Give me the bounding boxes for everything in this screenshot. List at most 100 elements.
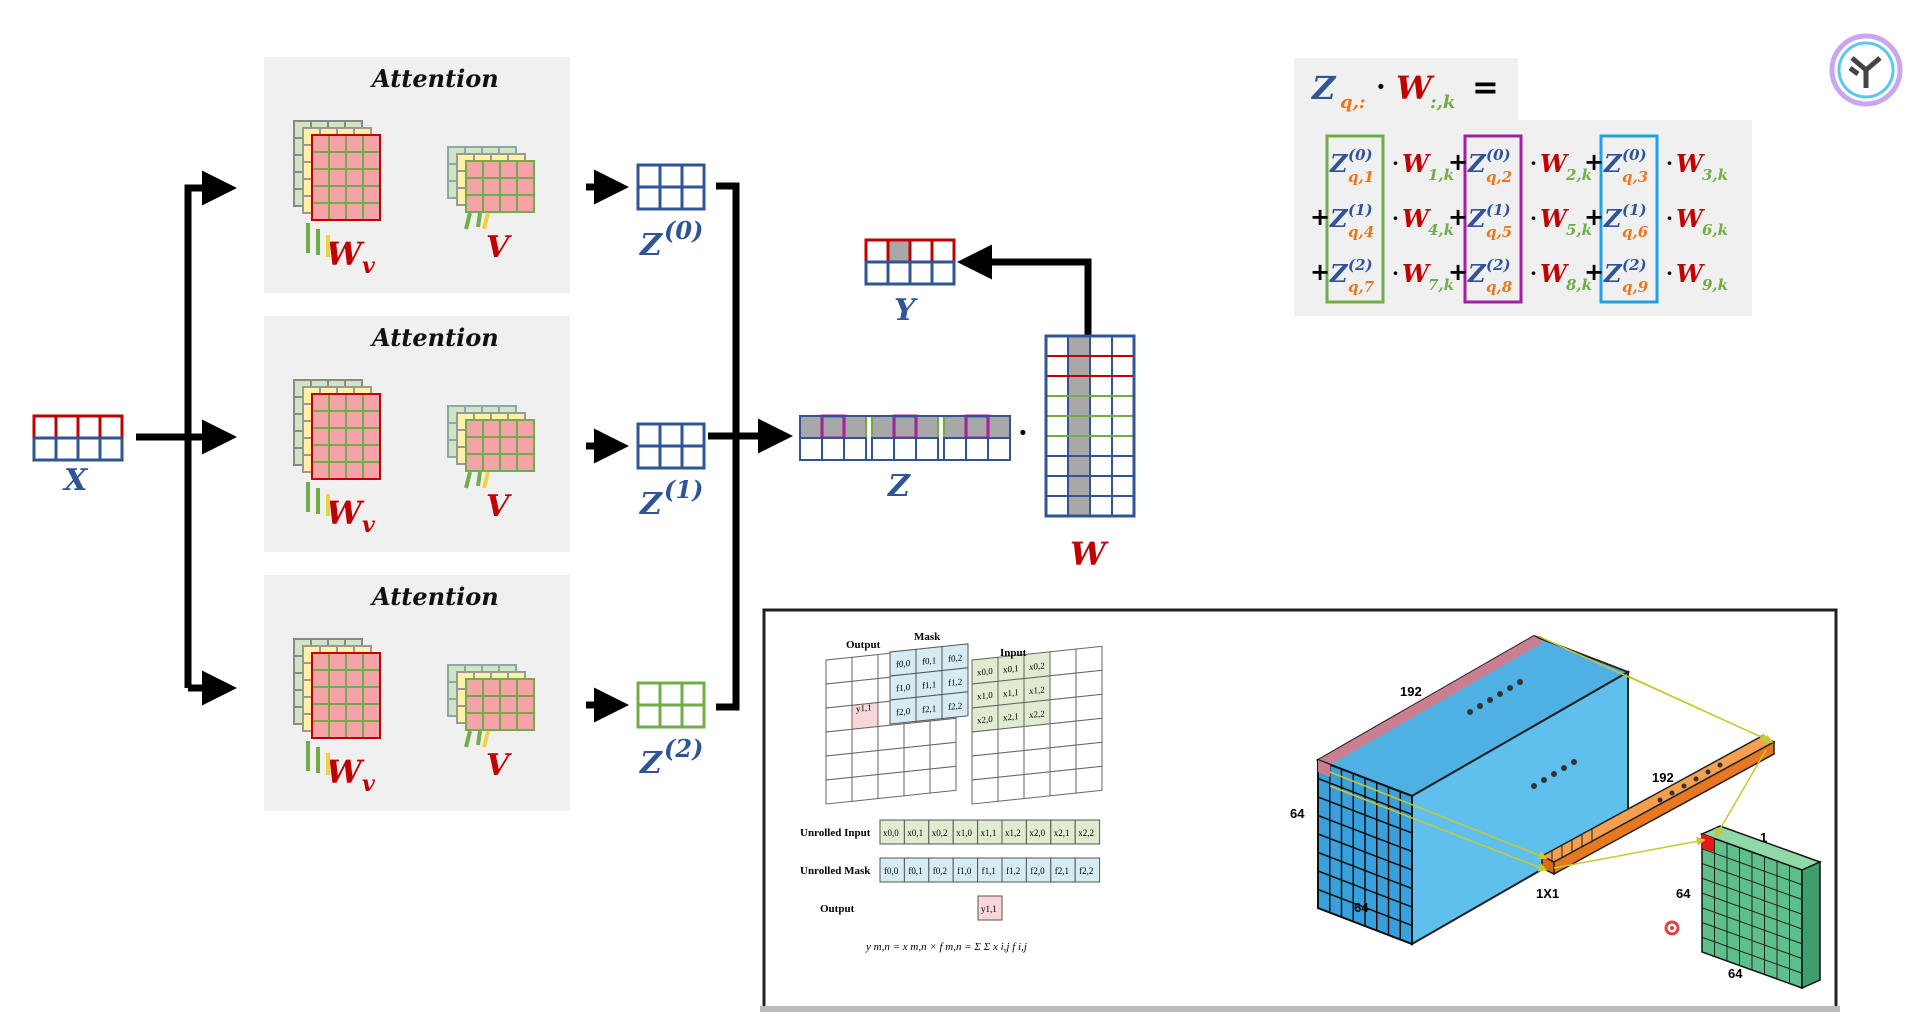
- output-grid-cell: [851, 677, 879, 706]
- block-front-grid: [1317, 758, 1413, 946]
- z-bottom-row-frame: [799, 437, 867, 461]
- output-grid-cell: [825, 728, 853, 757]
- w-cell: [1045, 455, 1069, 477]
- unrolled-input-cell: [879, 819, 905, 845]
- formula-z-sup: (0): [1622, 146, 1647, 164]
- formula-z-sup: (1): [1486, 201, 1511, 219]
- v-layer-pink: [465, 678, 535, 731]
- w-cell: [1111, 355, 1135, 377]
- formula-body-bg: [1294, 120, 1752, 316]
- logo-icon: [1829, 33, 1903, 107]
- w-cell: [1111, 395, 1135, 417]
- input-grid-cell-label: x0,1: [1003, 663, 1019, 675]
- y-bottom-cell: [930, 260, 956, 286]
- input-grid-cell-label: x0,2: [1029, 660, 1045, 672]
- unrolled-input-cell-label: x0,1: [907, 828, 923, 838]
- conv-mask-grid: f0,0 f0,1 f0,2 f1,0 f1,1 f1,2 f2,0 f2,1 f2,2: [889, 643, 969, 725]
- formula-z: Z: [1467, 204, 1487, 233]
- front-grid-hline: [1317, 870, 1413, 908]
- unrolled-mask-cell: [1001, 857, 1027, 883]
- input-grid-cell: [1049, 672, 1077, 701]
- mask-cell: [941, 691, 969, 720]
- inset-shadow: [760, 1006, 1840, 1012]
- mask-cell-label: f1,0: [896, 682, 911, 694]
- unrolled-input-label: Unrolled Input: [800, 827, 871, 839]
- w-cell: [1045, 475, 1069, 497]
- weight-w-label: W: [1070, 535, 1109, 573]
- y-top-cell: [886, 238, 912, 264]
- wv-outline: [311, 393, 381, 480]
- output-grid-cell: [825, 680, 853, 709]
- unrolled-mask-cell-label: f0,0: [884, 866, 899, 876]
- wv-label: W: [326, 235, 365, 273]
- input-grid-cell: [1075, 669, 1103, 698]
- formula-z-sub: q,6: [1622, 223, 1649, 241]
- unrolled-mask-cell-label: f2,0: [1030, 866, 1045, 876]
- formula-z: Z: [1603, 259, 1623, 288]
- input-grid-cell: [971, 752, 999, 781]
- formula-mult: ·: [1666, 151, 1673, 175]
- mask-cell-label: f0,0: [896, 658, 911, 670]
- output-grid-cell: [929, 741, 957, 770]
- output-grid-cell: [903, 768, 931, 797]
- y-top-cell: [908, 238, 934, 264]
- unrolled-input-cell-label: x1,0: [956, 828, 972, 838]
- output-grid-cell: [851, 653, 879, 682]
- block-side-dot: [1561, 765, 1567, 771]
- formula-mult: ·: [1530, 206, 1537, 230]
- formula-w: W: [1540, 149, 1569, 178]
- unrolled-input-cell-label: x0,2: [932, 828, 948, 838]
- unrolled-mask-cell-label: f0,1: [908, 866, 922, 876]
- mask-cell-label: f2,0: [896, 706, 911, 718]
- formula-z-sup: (1): [1348, 201, 1373, 219]
- w-cell: [1067, 335, 1091, 357]
- attention-title: Attention: [370, 582, 499, 611]
- inset-input-label: Input: [1000, 647, 1027, 659]
- y-bottom-cell: [908, 260, 934, 286]
- input-x-matrix: [32, 414, 124, 462]
- output-grid-cell: [929, 717, 957, 746]
- w-frame: [1044, 334, 1136, 518]
- input-grid-cell: [997, 773, 1025, 802]
- dot-operator: ·: [1018, 416, 1028, 449]
- mask-cell-label: f0,1: [922, 655, 936, 666]
- unrolled-input-cell: [1025, 819, 1052, 845]
- w-cell: [1111, 335, 1135, 357]
- v-label: V: [486, 489, 512, 524]
- projection-lines: [1329, 635, 1774, 872]
- front-grid-hline: [1317, 833, 1413, 871]
- block-top-dot: [1487, 697, 1493, 703]
- unrolled-mask-cell-label: f2,2: [1079, 866, 1093, 876]
- formula-w-sub: 7,k: [1428, 276, 1454, 294]
- formula-plus: +: [1584, 258, 1604, 286]
- bar-dot: [1681, 783, 1687, 789]
- unrolled-input-cell-label: x0,0: [883, 828, 899, 838]
- formula-w: W: [1402, 149, 1431, 178]
- formula-plus: +: [1448, 258, 1468, 286]
- formula-w: W: [1402, 259, 1431, 288]
- proj-line: [1715, 749, 1767, 838]
- formula-plus: +: [1310, 258, 1330, 286]
- formula-z-sub: q,9: [1622, 278, 1649, 296]
- unrolled-mask-cell-label: f1,1: [982, 866, 996, 876]
- w-cell: [1067, 475, 1091, 497]
- input-grid-cell: [1075, 717, 1103, 746]
- input-grid-cell: [1049, 744, 1077, 773]
- formula-z-sup: (0): [1348, 146, 1373, 164]
- z-head-sup: (2): [664, 734, 703, 763]
- output-grid-cell: [825, 704, 853, 733]
- input-grid-cell: [1049, 768, 1077, 797]
- front-grid-corner: [1318, 760, 1330, 777]
- v-label: V: [486, 230, 512, 265]
- z-bottom-row: [943, 437, 1011, 461]
- output-y-matrix: [864, 238, 956, 286]
- formula-w-sub: 3,k: [1702, 166, 1728, 184]
- output-grid-cell: [825, 656, 853, 685]
- w-cell: [1067, 435, 1091, 457]
- bar-dot: [1657, 797, 1663, 803]
- output-grid-cell: [929, 765, 957, 794]
- z-head-matrix: [636, 681, 706, 729]
- conv-input-grid: x0,0 x0,1 x0,2 x1,0 x1,1 x1,2 x2,0 x2,1 x2,2: [971, 645, 1103, 805]
- output-map-hline: [1701, 892, 1803, 930]
